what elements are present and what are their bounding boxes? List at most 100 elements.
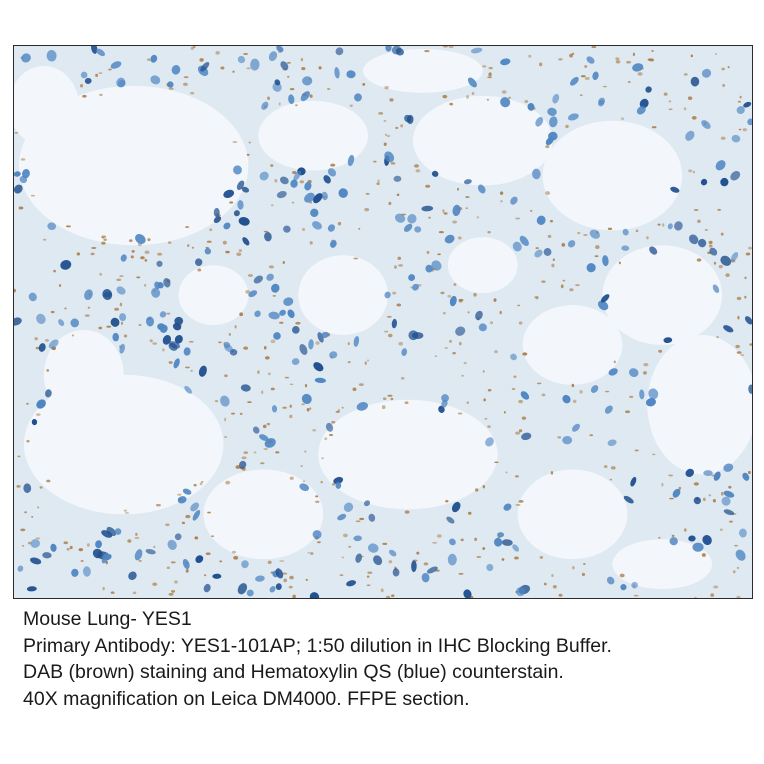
dab-granule [488,72,492,77]
dab-granule [91,246,97,249]
nucleus [283,297,294,306]
nucleus [198,365,207,377]
nucleus [159,311,167,318]
nucleus [501,539,513,546]
alveolar-space [363,48,483,93]
nucleus [174,316,184,326]
dab-granule [130,255,134,259]
nucleus [408,274,416,281]
dab-granule [185,569,189,573]
nucleus [688,535,696,542]
dab-granule [281,572,288,575]
dab-granule [331,420,336,424]
dab-granule [16,485,21,488]
dab-granule [166,566,170,570]
dab-granule [302,480,306,483]
nucleus [253,275,263,284]
dab-granule [168,361,173,364]
nucleus [240,384,251,392]
dab-granule [358,227,361,230]
dab-granule [694,596,697,598]
dab-granule [703,497,706,502]
nucleus [334,67,340,79]
alveolar-space [522,305,623,385]
dab-granule [515,217,521,220]
dab-granule [487,231,491,234]
dab-granule [366,359,370,362]
nucleus [213,207,220,218]
dab-granule [289,414,293,419]
dab-granule [364,207,370,212]
dab-granule [194,536,199,540]
dab-granule [583,234,588,236]
nucleus [586,56,595,64]
dab-granule [558,593,563,597]
nucleus [421,573,430,583]
nucleus [438,405,445,414]
nucleus [600,294,610,303]
dab-granule [20,158,26,161]
dab-granule [398,341,404,346]
nucleus [300,91,310,102]
nucleus [723,463,734,472]
nucleus [463,589,472,598]
dab-granule [182,82,188,87]
dab-granule [134,536,140,540]
alveolar-space [258,100,369,171]
dab-granule [64,307,67,310]
dab-granule [634,449,639,452]
dab-granule [594,255,599,258]
dab-granule [243,346,249,350]
dab-granule [219,560,223,563]
dab-granule [335,410,340,413]
dab-granule [222,240,227,245]
dab-granule [318,66,322,70]
dab-granule [494,461,499,464]
dab-granule [90,252,95,256]
dab-granule [247,273,254,277]
caption-staining: DAB (brown) staining and Hematoxylin QS … [23,661,564,683]
nucleus [114,528,122,535]
nucleus [597,300,609,311]
nucleus [735,549,746,561]
dab-granule [283,578,287,583]
dab-granule [513,375,517,378]
dab-granule [71,334,74,337]
dab-granule [443,46,448,48]
dab-granule [391,594,395,598]
alveolar-space [412,95,553,186]
dab-granule [78,548,84,552]
nucleus [571,423,580,432]
dab-granule [147,58,151,61]
dab-granule [152,582,158,587]
nucleus [21,53,31,63]
dab-granule [310,552,314,555]
dab-granule [162,348,165,352]
dab-granule [320,480,323,484]
nucleus [672,488,681,498]
nucleus [302,76,313,86]
dab-granule [487,425,491,429]
dab-granule [400,124,404,128]
dab-granule [270,164,274,167]
nucleus [275,583,282,591]
nucleus [30,557,42,565]
dab-granule [304,450,307,453]
nucleus [106,526,117,537]
dab-granule [720,232,724,236]
dab-granule [440,291,445,295]
nucleus [639,389,645,400]
dab-granule [603,465,608,468]
nucleus [590,385,599,393]
dab-granule [348,545,352,548]
nucleus [723,325,734,333]
dab-granule [461,375,464,377]
nucleus [119,313,127,322]
nucleus [275,568,284,579]
dab-granule [618,261,621,265]
dab-granule [466,95,469,99]
dab-granule [651,126,657,129]
dab-granule [353,257,359,260]
nucleus [26,586,37,592]
dab-granule [390,162,396,165]
